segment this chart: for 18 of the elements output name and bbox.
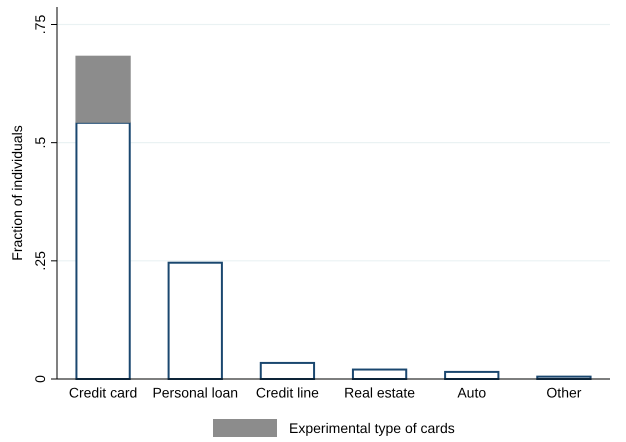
bar xyxy=(75,122,131,380)
bar xyxy=(75,56,131,123)
y-tick-label: 0 xyxy=(32,374,48,383)
x-tick-label: Real estate xyxy=(344,384,416,400)
y-axis-title: Fraction of individuals xyxy=(9,125,25,261)
bar xyxy=(260,362,316,380)
x-tick-label: Auto xyxy=(457,384,486,400)
bar xyxy=(352,368,408,380)
x-tick-label: Credit card xyxy=(68,384,138,400)
x-tick-label: Personal loan xyxy=(152,384,238,400)
bar xyxy=(444,370,500,380)
y-tick-label: .75 xyxy=(32,14,48,34)
y-tick-label: .5 xyxy=(32,136,48,149)
x-tick-label: Credit line xyxy=(256,384,320,400)
bar xyxy=(168,262,223,380)
y-tick-label: .25 xyxy=(32,250,48,271)
x-tick-label: Other xyxy=(546,384,582,400)
legend-label: Experimental type of cards xyxy=(289,420,455,436)
